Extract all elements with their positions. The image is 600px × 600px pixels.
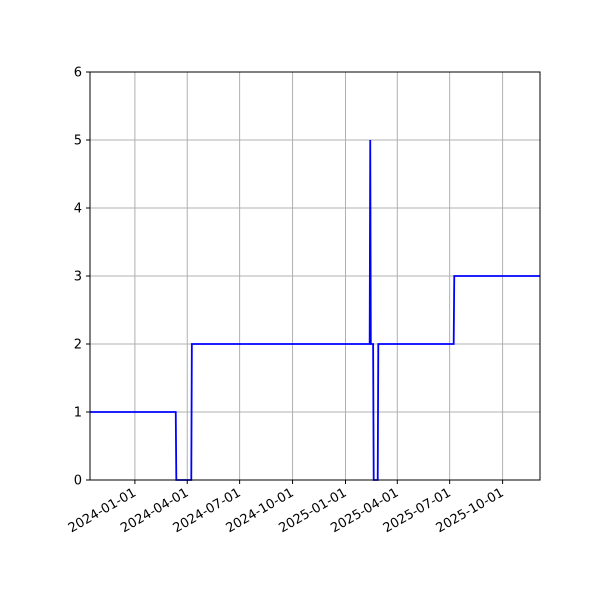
y-tick-label: 2 <box>74 338 82 353</box>
y-tick-label: 6 <box>74 66 82 81</box>
y-tick-label: 3 <box>74 270 82 285</box>
y-tick-label: 1 <box>74 406 82 421</box>
y-tick-label: 0 <box>74 474 82 489</box>
y-tick-label: 5 <box>74 134 82 149</box>
y-tick-label: 4 <box>74 202 82 217</box>
